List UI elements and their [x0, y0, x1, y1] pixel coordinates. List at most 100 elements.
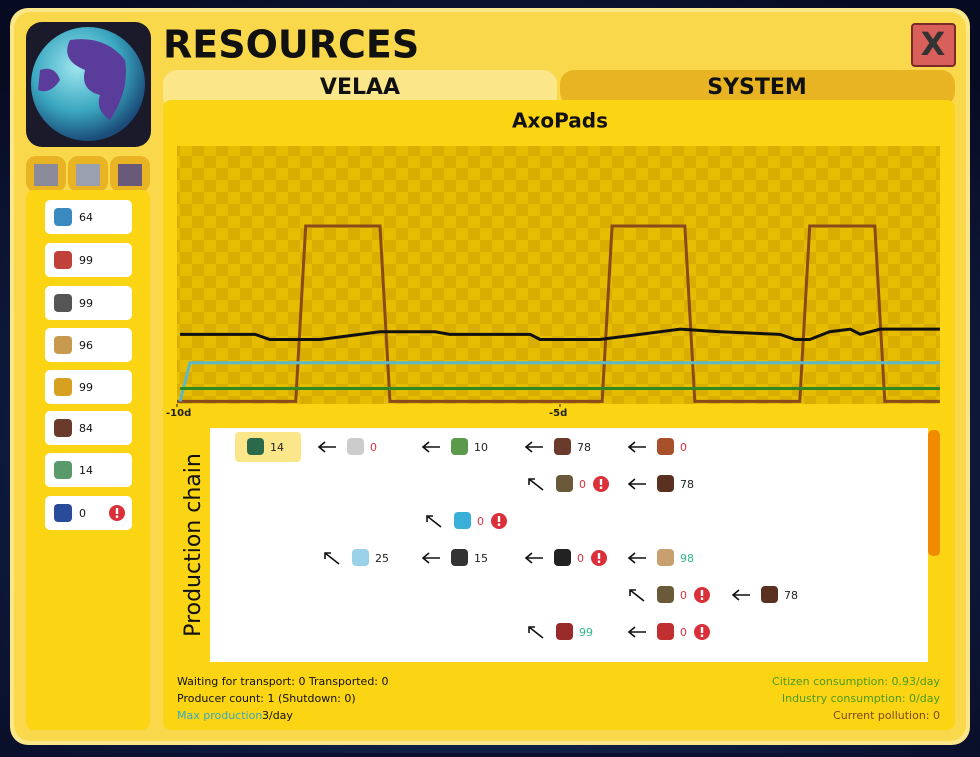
- series-line: [180, 327, 940, 341]
- footer-text: Citizen consumption: 0.93/day: [772, 675, 940, 688]
- resource-icon: [657, 549, 674, 566]
- resource-icon: [657, 623, 674, 640]
- resource-value: 99: [79, 381, 93, 394]
- chain-value: 0: [680, 441, 687, 454]
- resource-value: 84: [79, 422, 93, 435]
- category-icon: [118, 164, 142, 186]
- chain-value: 10: [474, 441, 488, 454]
- chain-value: 0: [579, 478, 586, 491]
- resource-value: 64: [79, 211, 93, 224]
- footer-text: Current pollution: 0: [833, 709, 940, 722]
- chain-value: 0: [477, 515, 484, 528]
- footer-label: Max production:: [177, 709, 266, 722]
- footer-value: 3/day: [262, 709, 293, 722]
- alert-mark: [599, 486, 603, 489]
- alert-mark: [597, 560, 601, 563]
- footer-text: Producer count: 1 (Shutdown: 0): [177, 692, 356, 705]
- resource-icon: [54, 378, 72, 396]
- resource-icon: [657, 586, 674, 603]
- resource-icon: [454, 512, 471, 529]
- globe-land: [67, 39, 126, 120]
- chain-arrow: [426, 515, 442, 528]
- resource-icon: [54, 419, 72, 437]
- resource-icon: [54, 504, 72, 522]
- chain-arrow: [317, 441, 336, 453]
- resource-icon: [451, 438, 468, 455]
- resource-icon: [352, 549, 369, 566]
- chain-value: 78: [680, 478, 694, 491]
- resource-icon: [554, 438, 571, 455]
- resource-icon: [54, 208, 72, 226]
- chain-value: 0: [680, 626, 687, 639]
- resource-icon: [657, 438, 674, 455]
- resource-icon: [761, 586, 778, 603]
- resource-value: 99: [79, 254, 93, 267]
- chain-value: 98: [680, 552, 694, 565]
- resource-icon: [556, 623, 573, 640]
- chain-arrow: [524, 552, 543, 564]
- alert-mark: [115, 508, 119, 514]
- close-label[interactable]: X: [921, 25, 946, 63]
- resource-icon: [451, 549, 468, 566]
- category-icon: [76, 164, 100, 186]
- resource-icon: [247, 438, 264, 455]
- resource-icon: [54, 336, 72, 354]
- chain-value: 78: [784, 589, 798, 602]
- footer-text: Waiting for transport: 0 Transported: 0: [177, 675, 389, 688]
- footer-text: Industry consumption: 0/day: [782, 692, 941, 705]
- resource-icon: [554, 549, 571, 566]
- resource-icon: [347, 438, 364, 455]
- alert-mark: [497, 516, 501, 522]
- chain-arrow: [627, 441, 646, 453]
- x-tick-label: -10d: [166, 408, 191, 419]
- chain-arrow: [421, 552, 440, 564]
- chain-value: 0: [370, 441, 377, 454]
- alert-mark: [115, 515, 119, 518]
- tab[interactable]: [560, 70, 955, 106]
- chain-arrow: [421, 441, 440, 453]
- chain-arrow: [629, 589, 645, 602]
- chain-arrow: [528, 478, 544, 491]
- chain-arrow: [524, 441, 543, 453]
- chart-title: AxoPads: [512, 109, 608, 133]
- resource-icon: [54, 251, 72, 269]
- chain-arrow: [627, 626, 646, 638]
- globe-land: [38, 68, 60, 92]
- x-tick-label: -5d: [549, 408, 567, 419]
- alert-mark: [700, 590, 704, 596]
- scrollbar[interactable]: [928, 430, 940, 556]
- alert-mark: [597, 553, 601, 559]
- alert-mark: [700, 627, 704, 633]
- category-icon: [34, 164, 58, 186]
- resource-value: 14: [79, 464, 93, 477]
- alert-mark: [497, 523, 501, 526]
- resource-value: 96: [79, 339, 93, 352]
- alert-mark: [700, 634, 704, 637]
- alert-mark: [700, 597, 704, 600]
- chain-value: 99: [579, 626, 593, 639]
- chain-highlight: [235, 432, 301, 462]
- window-title: RESOURCES: [163, 23, 419, 67]
- chain-arrow: [627, 552, 646, 564]
- resource-icon: [657, 475, 674, 492]
- resource-value: 99: [79, 297, 93, 310]
- chain-arrow: [627, 478, 646, 490]
- chain-value: 14: [270, 441, 284, 454]
- chain-title: Production chain: [181, 453, 206, 637]
- tab-label[interactable]: SYSTEM: [707, 75, 807, 100]
- chain-value: 15: [474, 552, 488, 565]
- series-line: [177, 224, 940, 403]
- tab-label[interactable]: VELAA: [320, 75, 400, 100]
- chain-value: 25: [375, 552, 389, 565]
- alert-mark: [599, 479, 603, 485]
- chain-arrow: [528, 626, 544, 639]
- plot-area: [177, 146, 940, 404]
- resource-icon: [54, 294, 72, 312]
- close-button[interactable]: [911, 23, 956, 67]
- chain-value: 0: [577, 552, 584, 565]
- resource-icon: [556, 475, 573, 492]
- chain-arrow: [324, 552, 340, 565]
- chain-value: 0: [680, 589, 687, 602]
- chain-arrow: [731, 589, 750, 601]
